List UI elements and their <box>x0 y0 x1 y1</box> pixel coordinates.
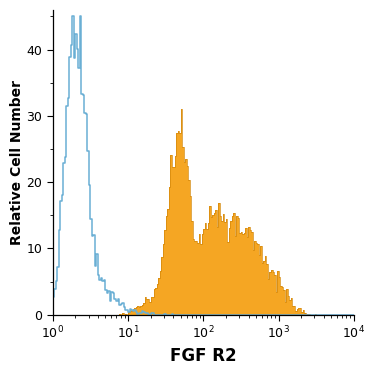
Y-axis label: Relative Cell Number: Relative Cell Number <box>10 80 24 245</box>
X-axis label: FGF R2: FGF R2 <box>170 347 237 365</box>
